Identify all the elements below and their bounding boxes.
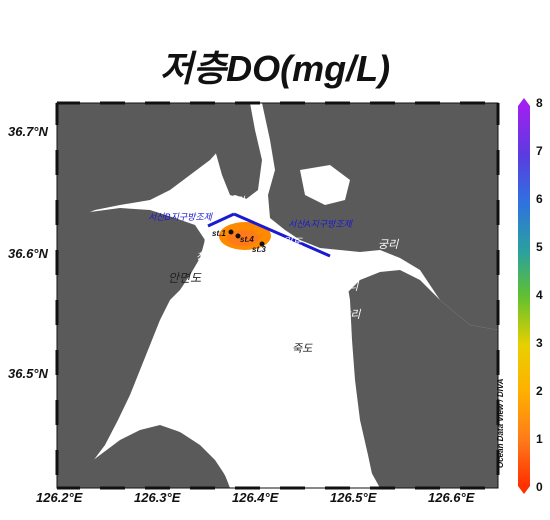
station-label-4: st.3 [252,245,266,254]
place-changri: 창리 [226,195,245,207]
lon-tick-126-6: 126.6°E [428,490,475,505]
colorbar-credit: Ocean Data View / DIVA [496,378,505,468]
dikes [207,212,331,258]
lon-tick-126-4: 126.4°E [232,490,279,505]
lat-tick-36-5: 36.5°N [8,366,48,381]
station-label-3: st.4 [240,235,254,244]
colorbar-top-arrow [518,98,530,106]
land-east-lower [340,270,498,488]
station-marker-4 [259,241,265,247]
channel-cheonsu-bay [165,230,375,488]
colorbar-tick-4: 4 [536,288,543,302]
lon-tick-126-2: 126.2°E [36,490,83,505]
dike-b-label: 서산B지구방조제 [148,212,214,222]
land-northeast [262,103,498,330]
place-cheonggiri: 청기리 [196,251,224,263]
lon-tick-126-3: 126.3°E [134,490,181,505]
colorbar-tick-8: 8 [536,96,543,110]
lat-tick-36-7: 36.7°N [8,124,48,139]
station-marker-1 [228,229,234,235]
place-jeongdangri: 정당리 [200,321,228,333]
land-masses [57,103,498,488]
dike-b-line [207,212,235,228]
dike-a-label: 서산A지구방조제 [288,219,354,229]
colorbar-bottom-arrow [518,486,530,494]
colorbar-tick-3: 3 [536,336,543,350]
lon-tick-126-5: 126.5°E [330,490,377,505]
colorbar-tick-0: 0 [536,480,543,494]
place-ganweoldo: 간월도 [272,236,303,249]
colorbar-tick-2: 2 [536,384,543,398]
frame-ticks [55,101,500,490]
colorbar-tick-7: 7 [536,144,543,158]
colorbar-tick-1: 1 [536,432,543,446]
colorbar-tick-6: 6 [536,192,543,206]
place-namdangri: 남당리 [330,308,361,321]
dike-a-line [233,212,331,258]
place-saeori: 어사리 [328,280,359,293]
station-markers [228,229,265,247]
colorbar [518,106,530,486]
lat-tick-36-6: 36.6°N [8,246,48,261]
place-jukdo: 죽도 [292,343,313,355]
island-west-small [65,261,75,269]
land-changri [195,103,262,200]
land-southwest [57,425,230,488]
island-east-inlet [389,411,421,429]
land-northwest [57,103,228,220]
place-gungri: 궁리 [378,238,399,251]
do-contour [219,222,271,250]
station-marker-3 [235,233,241,239]
island-west-small-2 [95,422,105,428]
page-title: 저층DO(mg/L) [159,48,391,89]
plot-frame [56,102,499,489]
station-label-1: st.1 [212,229,226,238]
land-anmyeondo [57,208,205,488]
channel-north-inlet [300,165,350,205]
do-patch-core [227,230,259,246]
place-anmyeondo: 안면도 [168,271,202,285]
place-island-small: 황도 [232,253,251,265]
colorbar-tick-5: 5 [536,240,543,254]
